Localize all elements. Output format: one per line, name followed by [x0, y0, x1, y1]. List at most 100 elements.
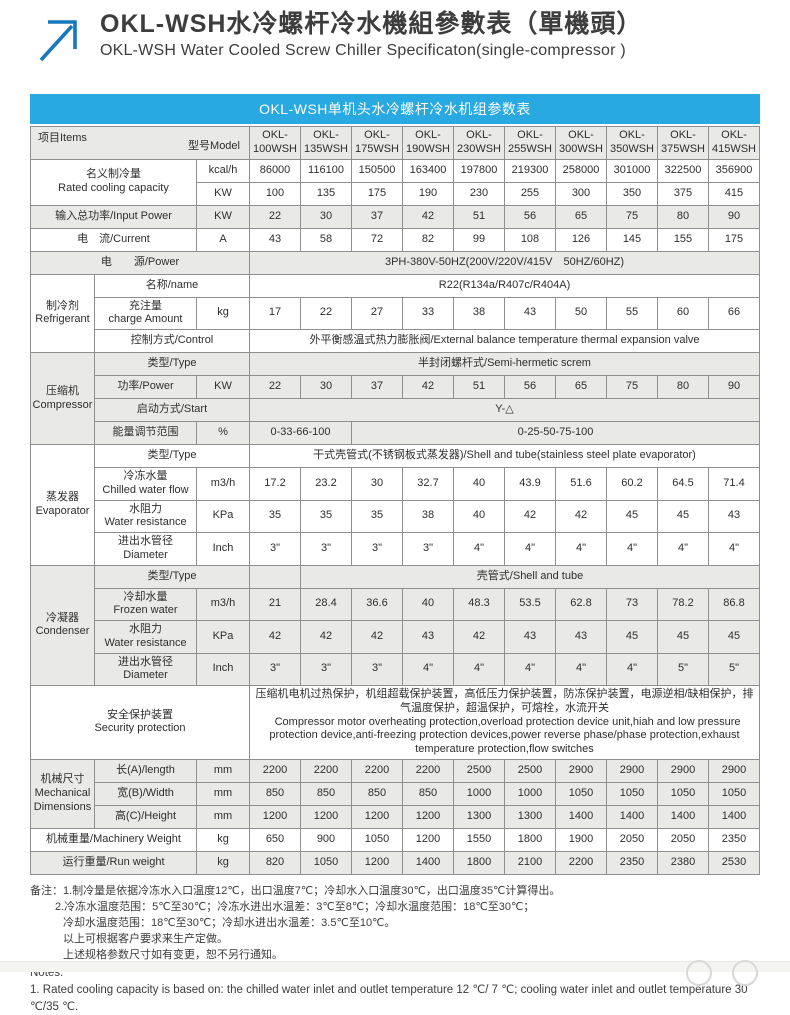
value-cell: 4" — [504, 532, 556, 566]
row-label-cell: 冷冻水量 Chilled water flow — [94, 467, 197, 501]
model-header-cell: OKL- 415WSH — [708, 126, 760, 160]
row-label-cell: 充注量 charge Amount — [94, 296, 197, 330]
row-label-cell: 长(A)/length — [94, 758, 197, 783]
value-cell: 42 — [402, 375, 454, 399]
value-cell: 45 — [606, 499, 658, 533]
value-cell: 3" — [300, 652, 352, 686]
up-right-arrow-icon — [30, 10, 88, 68]
value-cell: 415 — [708, 181, 760, 206]
unit-cell: kg — [196, 296, 250, 330]
value-cell: 45 — [708, 620, 760, 654]
row-label-cell: 类型/Type — [94, 564, 250, 589]
unit-cell: kg — [196, 827, 250, 852]
value-cell: 322500 — [657, 158, 709, 183]
value-cell: 35 — [300, 499, 352, 533]
value-cell: 4" — [657, 532, 709, 566]
value-cell: 82 — [402, 227, 454, 252]
value-cell: 1300 — [504, 804, 556, 829]
value-cell: 2100 — [504, 850, 556, 875]
table-row: 机械重量/Machinery Weight kg 650 900 1050 1200 155… — [30, 827, 760, 852]
table-row: 压缩机 Compressor 类型/Type 半封闭螺杆式/Semi-hermeti… — [30, 352, 760, 445]
value-cell: 42 — [453, 620, 505, 654]
value-cell: 48.3 — [453, 587, 505, 621]
page-bottom-strip — [0, 960, 790, 986]
unit-cell: mm — [196, 804, 250, 829]
value-cell: 22 — [300, 296, 352, 330]
value-cell: 175 — [351, 181, 403, 206]
value-cell: 27 — [351, 296, 403, 330]
table-row: 电 流/Current A 43 58 72 82 99 108 126 145 155 175 — [30, 227, 760, 252]
value-cell: 5" — [657, 652, 709, 686]
unit-cell: mm — [196, 758, 250, 783]
row-label-cell: 启动方式/Start — [94, 398, 250, 422]
value-cell: 1050 — [300, 850, 352, 875]
value-cell: 56 — [504, 204, 556, 229]
row-label-cell: 冷却水量 Frozen water — [94, 587, 197, 621]
model-label: 型号Model — [188, 139, 240, 152]
value-cell: 51 — [453, 375, 505, 399]
value-cell: 850 — [402, 781, 454, 806]
value-cell: 4" — [453, 532, 505, 566]
value-cell: 42 — [402, 204, 454, 229]
value-cell: 3" — [249, 652, 301, 686]
value-cell: 53.5 — [504, 587, 556, 621]
value-cell: 38 — [402, 499, 454, 533]
value-cell: 36.6 — [351, 587, 403, 621]
value-cell: 1050 — [657, 781, 709, 806]
row-label-cell: 宽(B)/Width — [94, 781, 197, 806]
value-cell: 33 — [402, 296, 454, 330]
value-cell: 71.4 — [708, 467, 760, 501]
value-cell: 2500 — [504, 758, 556, 783]
value-cell: 42 — [504, 499, 556, 533]
table-row: 进出水管径 Diameter Inch 3" 3" 3" 4" 4" 4" 4" 4" 5" 5" — [31, 652, 760, 686]
note-line: 上述规格参数尺寸如有变更，恕不另行通知。 — [63, 948, 283, 961]
value-cell: 820 — [249, 850, 301, 875]
unit-cell: % — [196, 421, 250, 445]
value-cell: 850 — [249, 781, 301, 806]
value-cell: 163400 — [402, 158, 454, 183]
table-row: 安全保护装置 Security protection 压缩机电机过热保护，机组超载… — [30, 685, 760, 760]
value-cell: 1200 — [351, 850, 403, 875]
value-cell: 1550 — [453, 827, 505, 852]
table-row: 名义制冷量 Rated cooling capacity kcal/h 86000 1… — [30, 158, 760, 206]
table-row: 输入总功率/Input Power KW 22 30 37 42 51 56 65 75 80 90 — [30, 204, 760, 229]
value-cell: 1200 — [300, 804, 352, 829]
value-cell: 65 — [555, 375, 607, 399]
value-cell: 300 — [555, 181, 607, 206]
table-row: 冷凝器 Condenser 类型/Type 壳管式/Shell and tube — [30, 564, 760, 686]
value-cell: 2900 — [606, 758, 658, 783]
note-line: 冷却水温度范围：18℃至30℃；冷却水进出水温差：3.5℃至10℃。 — [63, 916, 396, 929]
value-cell: 1400 — [555, 804, 607, 829]
model-header-cell: OKL- 375WSH — [657, 126, 709, 160]
value-cell: 4" — [402, 652, 454, 686]
value-cell: 356900 — [708, 158, 760, 183]
value-cell: 1200 — [402, 827, 454, 852]
value-cell: 60 — [657, 296, 709, 330]
unit-cell: A — [196, 227, 250, 252]
table-banner: OKL-WSH单机头水冷螺杆冷水机组参数表 — [30, 94, 760, 124]
value-cell: 2380 — [657, 850, 709, 875]
note-line: 1. Rated cooling capacity is based on: t… — [30, 984, 751, 1013]
table-row: 进出水管径 Diameter Inch 3" 3" 3" 3" 4" 4" 4" 4" 4" 4" — [31, 532, 760, 566]
value-cell: 100 — [249, 181, 301, 206]
value-cell: 55 — [606, 296, 658, 330]
unit-cell: kg — [196, 850, 250, 875]
value-cell: 650 — [249, 827, 301, 852]
value-cell: 80 — [657, 204, 709, 229]
unit-cell: KW — [196, 375, 250, 399]
value-cell: 43 — [249, 227, 301, 252]
value-cell: 1000 — [453, 781, 505, 806]
value-cell: 850 — [300, 781, 352, 806]
title-block: OKL-WSH水冷螺杆冷水機組參數表（單機頭） OKL-WSH Water Co… — [100, 10, 642, 60]
value-cell: 28.4 — [300, 587, 352, 621]
value-cell: 66 — [708, 296, 760, 330]
value-cell: 78.2 — [657, 587, 709, 621]
unit-cell: Inch — [196, 652, 250, 686]
value-cell: 2200 — [249, 758, 301, 783]
value-cell: 2530 — [708, 850, 760, 875]
row-label-cell: 输入总功率/Input Power — [30, 204, 197, 229]
page: { "colors": { "banner-blue": "#29a9e1", … — [0, 10, 790, 1013]
value-cell: 2900 — [555, 758, 607, 783]
value-cell: 150500 — [351, 158, 403, 183]
value-cell: 2900 — [657, 758, 709, 783]
